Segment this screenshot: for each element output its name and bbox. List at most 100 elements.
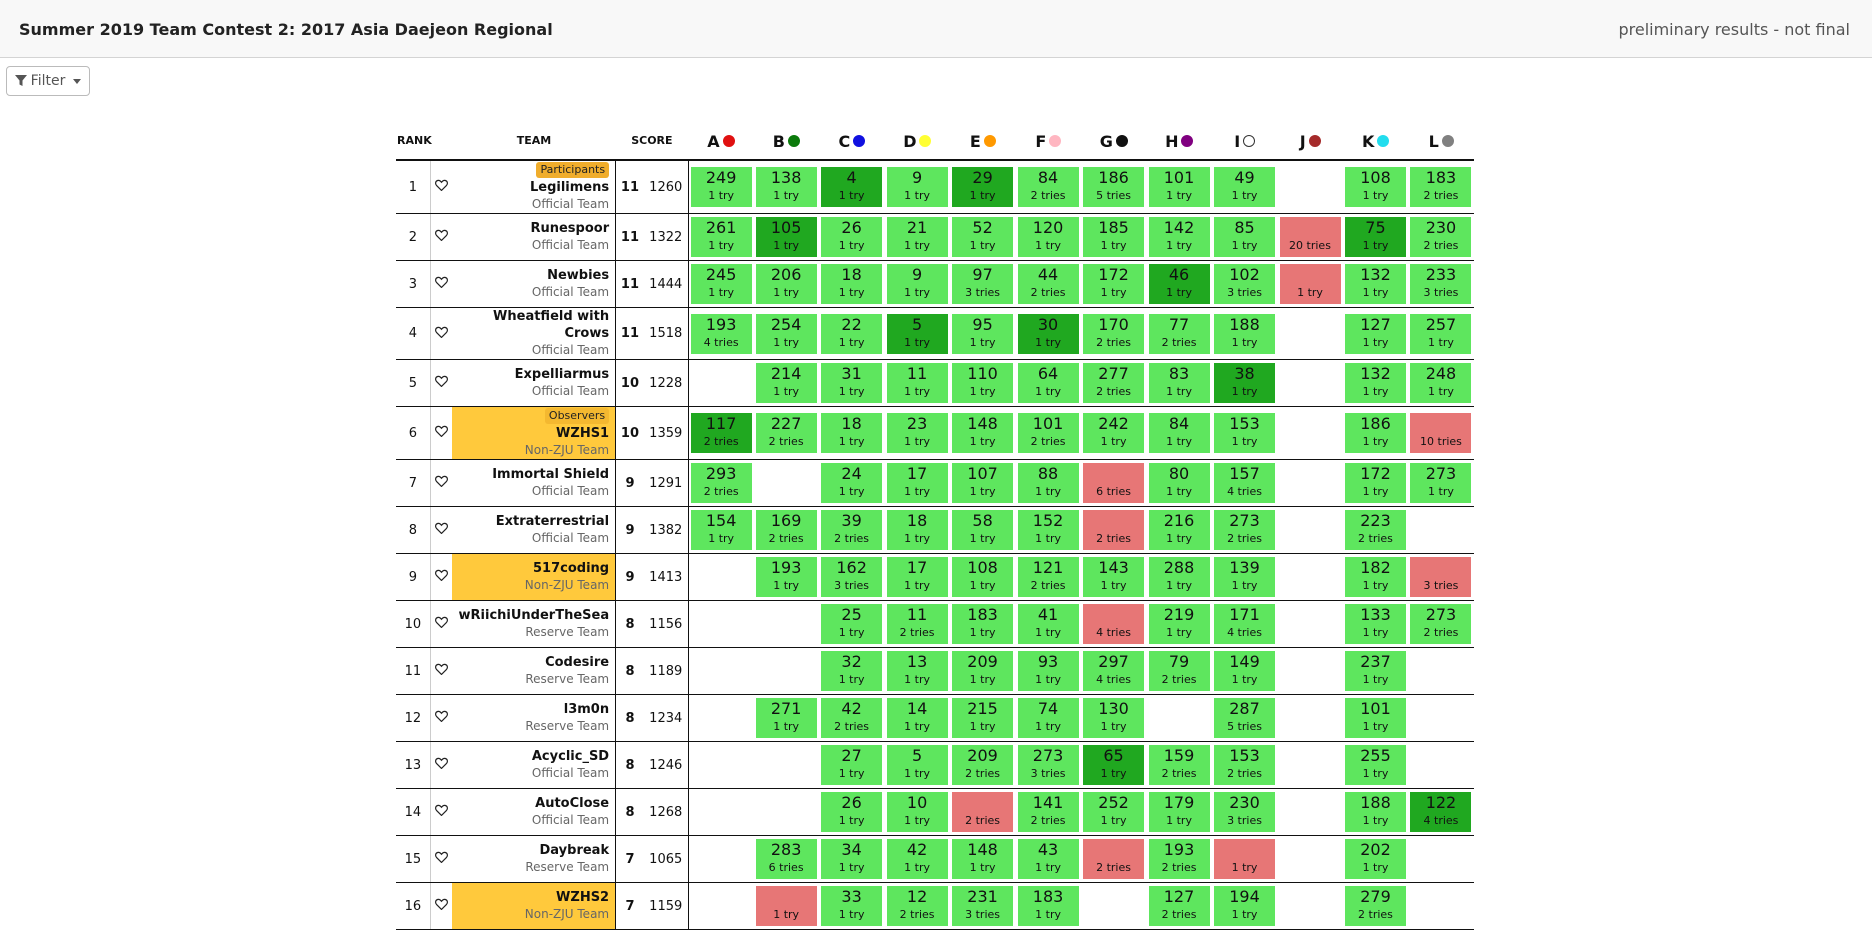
problem-cell[interactable]: 171 4 tries <box>1212 600 1278 648</box>
problem-cell[interactable]: 18 1 try <box>819 406 885 460</box>
problem-cell[interactable]: 242 1 try <box>1081 406 1147 460</box>
problem-cell[interactable]: 77 2 tries <box>1146 307 1213 360</box>
problem-cell[interactable]: 46 1 try <box>1146 260 1213 308</box>
problem-cell[interactable]: 139 1 try <box>1212 553 1278 601</box>
problem-cell[interactable]: 107 1 try <box>950 459 1016 507</box>
problem-header-c[interactable]: C <box>819 106 885 161</box>
problem-cell[interactable]: 101 1 try <box>1342 694 1409 742</box>
favorite-toggle[interactable] <box>430 882 453 930</box>
team-cell[interactable]: Daybreak Reserve Team <box>452 835 617 883</box>
problem-cell[interactable]: 25 1 try <box>819 600 885 648</box>
problem-cell[interactable]: 43 1 try <box>1015 835 1082 883</box>
problem-cell[interactable]: 108 1 try <box>1342 160 1409 214</box>
team-cell[interactable]: Expelliarmus Official Team <box>452 359 617 407</box>
problem-cell[interactable]: 288 1 try <box>1146 553 1213 601</box>
problem-cell[interactable]: 169 2 tries <box>753 506 820 554</box>
problem-cell[interactable]: 273 2 tries <box>1212 506 1278 554</box>
problem-cell[interactable]: 132 1 try <box>1342 359 1409 407</box>
problem-cell[interactable]: 95 1 try <box>950 307 1016 360</box>
problem-cell[interactable]: 231 3 tries <box>950 882 1016 930</box>
problem-cell[interactable]: 120 1 try <box>1015 213 1082 261</box>
problem-cell[interactable]: 2 tries <box>1081 835 1147 883</box>
problem-cell[interactable]: 172 1 try <box>1081 260 1147 308</box>
problem-cell[interactable]: 29 1 try <box>950 160 1016 214</box>
problem-cell[interactable]: 17 1 try <box>884 553 951 601</box>
problem-cell[interactable]: 6 tries <box>1081 459 1147 507</box>
problem-cell[interactable]: 5 1 try <box>884 741 951 789</box>
problem-cell[interactable]: 206 1 try <box>753 260 820 308</box>
problem-cell[interactable]: 39 2 tries <box>819 506 885 554</box>
problem-cell[interactable]: 261 1 try <box>688 213 754 261</box>
problem-cell[interactable]: 183 2 tries <box>1408 160 1474 214</box>
favorite-toggle[interactable] <box>430 647 453 695</box>
problem-cell[interactable]: 233 3 tries <box>1408 260 1474 308</box>
problem-cell[interactable]: 2 tries <box>950 788 1016 836</box>
favorite-toggle[interactable] <box>430 307 453 360</box>
problem-cell[interactable]: 30 1 try <box>1015 307 1082 360</box>
problem-header-k[interactable]: K <box>1342 106 1409 161</box>
problem-header-e[interactable]: E <box>950 106 1016 161</box>
problem-cell[interactable]: 132 1 try <box>1342 260 1409 308</box>
problem-cell[interactable]: 186 1 try <box>1342 406 1409 460</box>
problem-cell[interactable]: 10 tries <box>1408 406 1474 460</box>
problem-cell[interactable]: 154 1 try <box>688 506 754 554</box>
problem-cell[interactable]: 183 1 try <box>1015 882 1082 930</box>
problem-cell[interactable]: 248 1 try <box>1408 359 1474 407</box>
problem-cell[interactable]: 64 1 try <box>1015 359 1082 407</box>
team-cell[interactable]: Acyclic_SD Official Team <box>452 741 617 789</box>
favorite-toggle[interactable] <box>430 506 453 554</box>
problem-cell[interactable]: 41 1 try <box>1015 600 1082 648</box>
problem-cell[interactable]: 12 2 tries <box>884 882 951 930</box>
team-cell[interactable]: Immortal Shield Official Team <box>452 459 617 507</box>
problem-cell[interactable]: 9 1 try <box>884 160 951 214</box>
problem-header-f[interactable]: F <box>1015 106 1082 161</box>
problem-cell[interactable]: 127 2 tries <box>1146 882 1213 930</box>
problem-cell[interactable]: 185 1 try <box>1081 213 1147 261</box>
problem-cell[interactable]: 277 2 tries <box>1081 359 1147 407</box>
filter-button[interactable]: Filter <box>6 66 90 96</box>
problem-cell[interactable]: 237 1 try <box>1342 647 1409 695</box>
problem-cell[interactable]: 24 1 try <box>819 459 885 507</box>
problem-cell[interactable]: 42 2 tries <box>819 694 885 742</box>
problem-cell[interactable]: 273 2 tries <box>1408 600 1474 648</box>
problem-cell[interactable]: 85 1 try <box>1212 213 1278 261</box>
problem-cell[interactable]: 65 1 try <box>1081 741 1147 789</box>
problem-cell[interactable]: 52 1 try <box>950 213 1016 261</box>
team-cell[interactable]: Observers WZHS1 Non-ZJU Team <box>452 406 617 460</box>
problem-cell[interactable]: 101 1 try <box>1146 160 1213 214</box>
problem-cell[interactable]: 31 1 try <box>819 359 885 407</box>
problem-cell[interactable]: 42 1 try <box>884 835 951 883</box>
problem-cell[interactable]: 255 1 try <box>1342 741 1409 789</box>
favorite-toggle[interactable] <box>430 406 453 460</box>
problem-cell[interactable]: 252 1 try <box>1081 788 1147 836</box>
problem-header-a[interactable]: A <box>688 106 754 161</box>
team-cell[interactable]: Codesire Reserve Team <box>452 647 617 695</box>
problem-cell[interactable]: 193 1 try <box>753 553 820 601</box>
problem-cell[interactable]: 4 1 try <box>819 160 885 214</box>
problem-cell[interactable]: 105 1 try <box>753 213 820 261</box>
problem-cell[interactable]: 10 1 try <box>884 788 951 836</box>
problem-header-d[interactable]: D <box>884 106 951 161</box>
problem-header-b[interactable]: B <box>753 106 820 161</box>
problem-cell[interactable]: 121 2 tries <box>1015 553 1082 601</box>
problem-header-l[interactable]: L <box>1408 106 1474 161</box>
problem-cell[interactable]: 108 1 try <box>950 553 1016 601</box>
problem-cell[interactable]: 148 1 try <box>950 835 1016 883</box>
problem-cell[interactable]: 32 1 try <box>819 647 885 695</box>
problem-cell[interactable]: 254 1 try <box>753 307 820 360</box>
problem-header-j[interactable]: J <box>1277 106 1343 161</box>
problem-cell[interactable]: 1 try <box>1277 260 1343 308</box>
favorite-toggle[interactable] <box>430 160 453 214</box>
problem-cell[interactable]: 11 2 tries <box>884 600 951 648</box>
problem-cell[interactable]: 179 1 try <box>1146 788 1213 836</box>
favorite-toggle[interactable] <box>430 788 453 836</box>
problem-cell[interactable]: 80 1 try <box>1146 459 1213 507</box>
problem-cell[interactable]: 44 2 tries <box>1015 260 1082 308</box>
problem-cell[interactable]: 9 1 try <box>884 260 951 308</box>
problem-cell[interactable]: 84 1 try <box>1146 406 1213 460</box>
problem-cell[interactable]: 13 1 try <box>884 647 951 695</box>
team-cell[interactable]: Participants Legilimens Official Team <box>452 160 617 214</box>
problem-cell[interactable]: 21 1 try <box>884 213 951 261</box>
problem-cell[interactable]: 271 1 try <box>753 694 820 742</box>
problem-cell[interactable]: 18 1 try <box>884 506 951 554</box>
